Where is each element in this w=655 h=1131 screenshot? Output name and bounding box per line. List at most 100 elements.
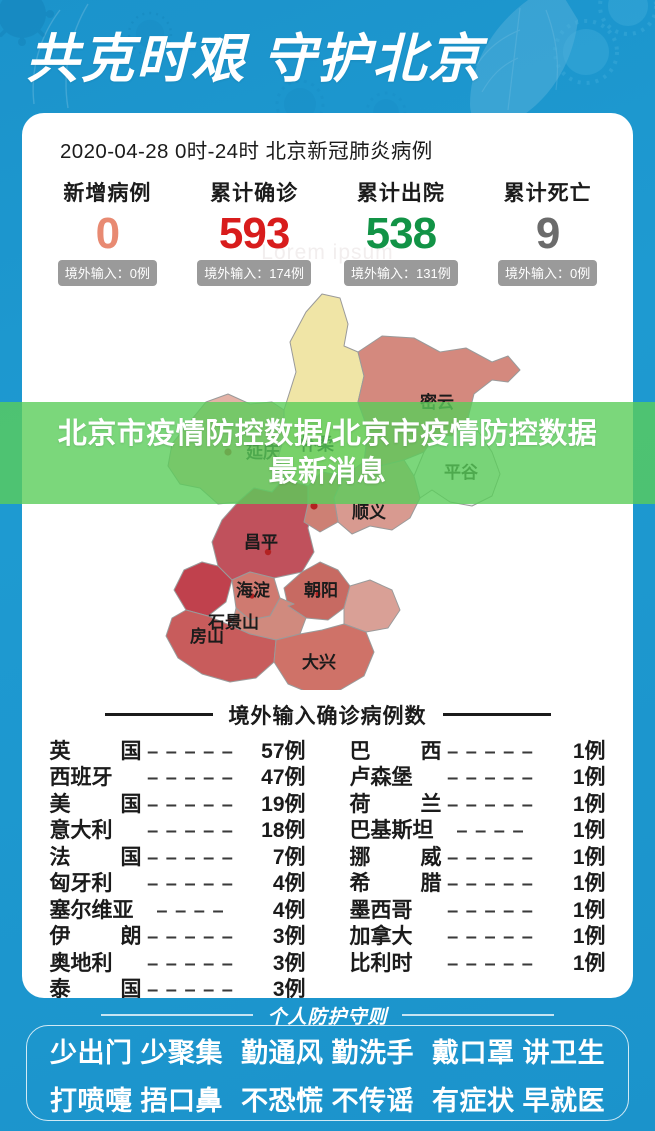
footer-row-1: 少出门 少聚集 勤通风 勤洗手 戴口罩 讲卫生	[27, 1026, 628, 1074]
stat-label: 累计出院	[356, 182, 445, 205]
country-name: 希腊	[349, 872, 442, 896]
stat-value: 538	[365, 209, 437, 258]
footer-rule-left	[101, 1014, 254, 1016]
country-row: 意大利 – – – – – 18例	[50, 818, 306, 845]
country-count: 7例	[272, 845, 306, 869]
dotted-leader: – – – – –	[147, 979, 234, 998]
country-count: 1例	[572, 792, 606, 816]
country-name: 美国	[49, 792, 142, 816]
map-label: 顺义	[352, 502, 386, 522]
dotted-leader: – – – –	[456, 820, 525, 843]
country-count: 1例	[572, 819, 606, 843]
imported-cases-table: 英国 – – – – –57例 西班牙 – – – – –47例美国 – – – – –…	[22, 739, 633, 998]
dotted-leader: – – – – –	[447, 740, 534, 763]
country-row: 匈牙利 – – – – – 4例	[50, 871, 306, 898]
country-name: 法国	[49, 845, 142, 869]
dotted-leader: – – – – –	[447, 926, 534, 949]
dotted-leader: – – – – –	[447, 793, 534, 816]
imported-cases-title: 境外输入确诊病例数	[228, 704, 427, 728]
footer-slogan: 不恐慌 不传谣	[240, 1085, 414, 1116]
overlay-banner-text: 北京市疫情防控数据/北京市疫情防控数据最新消息	[57, 417, 598, 488]
country-name: 荷兰	[349, 792, 442, 816]
stat-imported-badge: 境外输入：174例	[197, 259, 311, 286]
country-row: 伊朗 – – – – – 3例	[50, 924, 306, 951]
country-count: 1例	[572, 898, 606, 922]
country-count: 4例	[272, 872, 306, 896]
country-count: 19例	[261, 792, 306, 816]
country-count: 1例	[572, 766, 606, 790]
dotted-leader: – – – – –	[147, 846, 234, 869]
dotted-leader: – – – – –	[447, 952, 534, 975]
dotted-leader: – – – – –	[147, 793, 234, 816]
country-count: 57例	[261, 739, 306, 763]
country-count: 1例	[572, 925, 606, 949]
country-name: 塞尔维亚	[49, 898, 134, 922]
header-title: 共克时艰 守护北京	[26, 29, 483, 89]
stat-value: 0	[95, 209, 120, 258]
country-row: 塞尔维亚 – – – – 4例	[50, 898, 306, 925]
map-district-chaoyang[interactable]	[283, 561, 351, 621]
country-row: 奥地利 – – – – – 3例	[50, 951, 306, 978]
date-range-line: 2020-04-28 0时-24时 北京新冠肺炎病例	[60, 140, 433, 163]
country-name: 泰国	[49, 978, 142, 998]
dotted-leader: – – – –	[156, 899, 225, 922]
stat-imported-badge: 境外输入：0例	[498, 259, 598, 286]
country-row: 加拿大 – – – – – 1例	[350, 924, 606, 951]
country-count: 4例	[272, 898, 306, 922]
dotted-leader: – – – – –	[147, 926, 234, 949]
stat-value: 9	[535, 209, 560, 258]
dotted-leader: – – – – –	[147, 767, 234, 790]
country-name: 卢森堡	[349, 766, 413, 790]
footer-protection-rules: 个人防护守则 少出门 少聚集 勤通风 勤洗手 戴口罩 讲卫生 打喷嚏 捂口鼻 不…	[0, 1000, 655, 1131]
dotted-leader: – – – – –	[447, 873, 534, 896]
country-name: 匈牙利	[49, 872, 113, 896]
country-row: 英国 – – – – – 57例	[50, 739, 306, 766]
country-row: 巴基斯坦 – – – – 1例	[350, 818, 606, 845]
map-label: 房山	[190, 626, 224, 646]
stat-label: 累计死亡	[503, 182, 592, 205]
statistics-row: 新增病例 0 境外输入：0例 累计确诊 593 境外输入：174例 累计出院 5…	[22, 177, 633, 286]
stat-total-deaths: 累计死亡 9 境外输入：0例	[474, 177, 621, 286]
map-district-tongzhou[interactable]	[343, 579, 401, 633]
footer-box: 少出门 少聚集 勤通风 勤洗手 戴口罩 讲卫生 打喷嚏 捂口鼻 不恐慌 不传谣 …	[26, 1025, 629, 1121]
country-name: 意大利	[49, 819, 113, 843]
country-row: 希腊 – – – – – 1例	[350, 871, 606, 898]
stat-total-confirmed: 累计确诊 593 境外输入：174例	[181, 177, 328, 286]
country-count: 18例	[261, 819, 306, 843]
stat-total-discharged: 累计出院 538 境外输入：131例	[328, 177, 475, 286]
map-district-fangshan[interactable]	[165, 609, 277, 683]
country-row: 比利时 – – – – – 1例	[350, 951, 606, 978]
country-count: 47例	[261, 766, 306, 790]
map-label: 石景山	[207, 613, 259, 632]
footer-title: 个人防护守则	[267, 1006, 388, 1028]
country-count: 3例	[272, 951, 306, 975]
stat-new-cases: 新增病例 0 境外输入：0例	[34, 177, 181, 286]
dotted-leader: – – – – –	[147, 952, 234, 975]
map-label: 朝阳	[304, 580, 338, 600]
country-count: 1例	[572, 845, 606, 869]
country-row: 泰国 – – – – – 3例	[50, 977, 306, 998]
dotted-leader: – – – – –	[147, 740, 234, 763]
country-count: 1例	[572, 951, 606, 975]
footer-slogan: 勤通风 勤洗手	[240, 1037, 414, 1068]
map-district-daxing[interactable]	[273, 623, 375, 690]
footer-slogan: 打喷嚏 捂口鼻	[49, 1085, 223, 1116]
country-name: 比利时	[349, 951, 413, 975]
stat-imported-badge: 境外输入：0例	[57, 259, 157, 286]
country-row: 西班牙 – – – – – 47例	[50, 765, 306, 792]
country-name: 巴基斯坦	[349, 819, 434, 843]
content-card: 2020-04-28 0时-24时 北京新冠肺炎病例 Lorem ipsum 新…	[22, 113, 633, 998]
poster-header: 共克时艰 守护北京	[0, 0, 655, 118]
country-column-right: 巴西 – – – – –1例 卢森堡 – – – – –1例荷兰 – – – – –1例…	[350, 739, 606, 998]
dotted-leader: – – – – –	[447, 846, 534, 869]
country-row: 荷兰 – – – – – 1例	[350, 792, 606, 819]
country-name: 英国	[49, 739, 142, 763]
country-name: 伊朗	[49, 925, 142, 949]
dotted-leader: – – – – –	[447, 767, 534, 790]
rule-left	[104, 713, 213, 717]
country-column-left: 英国 – – – – –57例 西班牙 – – – – –47例美国 – – – – –…	[50, 739, 306, 998]
country-row: 挪威 – – – – – 1例	[350, 845, 606, 872]
country-row: 墨西哥 – – – – – 1例	[350, 898, 606, 925]
country-count: 3例	[272, 925, 306, 949]
